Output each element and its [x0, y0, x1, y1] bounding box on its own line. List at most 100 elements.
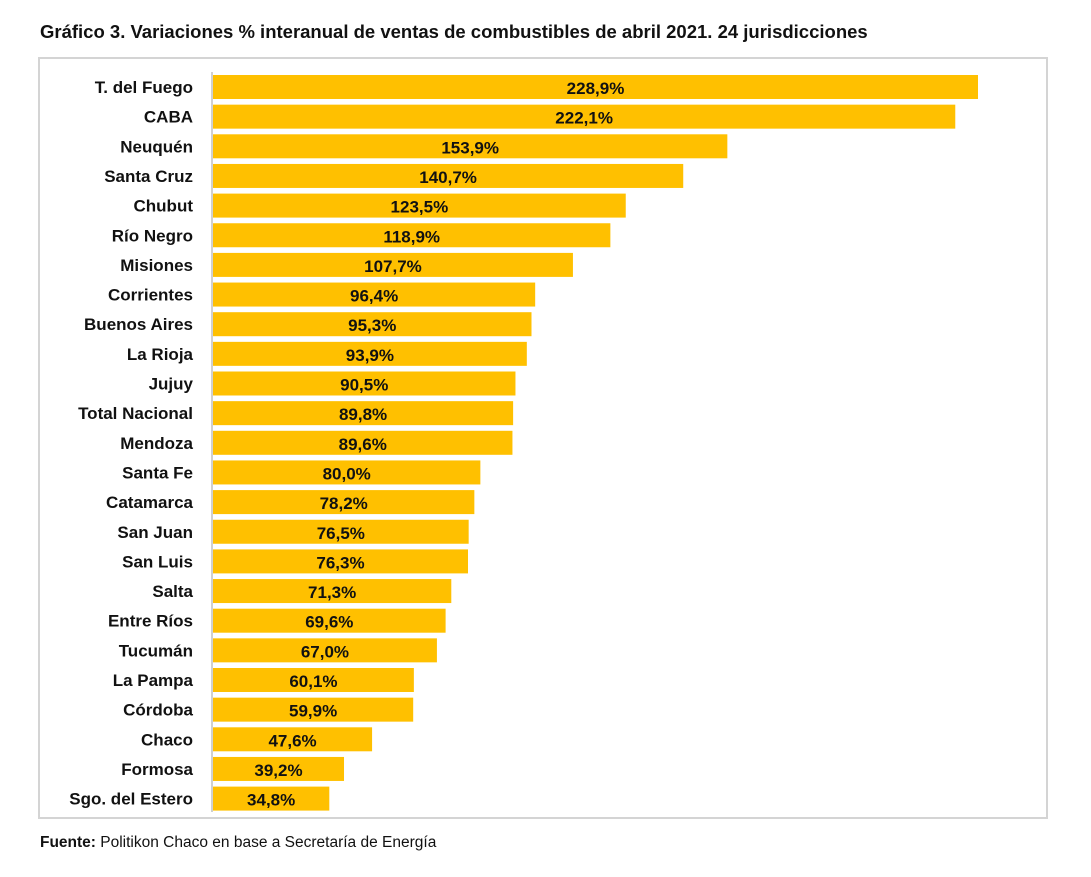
category-label: Santa Cruz [104, 167, 193, 186]
data-label: 153,9% [441, 138, 499, 157]
data-label: 80,0% [323, 464, 371, 483]
category-label: Córdoba [123, 701, 193, 720]
data-label: 140,7% [419, 168, 477, 187]
bar-group: Corrientes 96,4% [108, 282, 536, 307]
data-label: 78,2% [320, 494, 368, 513]
category-label: Buenos Aires [84, 315, 193, 334]
bar [213, 519, 469, 544]
data-label: 96,4% [350, 287, 398, 306]
bar [213, 341, 527, 366]
category-label: Formosa [121, 760, 193, 779]
data-label: 90,5% [340, 376, 388, 395]
bar [213, 193, 626, 218]
category-label: San Juan [117, 523, 193, 542]
data-label: 93,9% [346, 346, 394, 365]
bar-group: Jujuy 90,5% [149, 371, 516, 396]
data-label: 60,1% [289, 672, 337, 691]
bar [213, 134, 728, 159]
bar-group: La Rioja 93,9% [127, 341, 527, 366]
bar-group: Santa Fe 80,0% [122, 460, 481, 485]
bar-group: Entre Ríos 69,6% [108, 608, 446, 633]
bar [213, 697, 414, 722]
data-label: 123,5% [391, 198, 449, 217]
data-label: 76,5% [317, 524, 365, 543]
category-label: Misiones [120, 256, 193, 275]
category-label: Río Negro [112, 226, 193, 245]
category-label: Mendoza [120, 434, 193, 453]
source-label: Fuente: [40, 834, 96, 851]
bar-group: Neuquén 153,9% [120, 134, 728, 159]
bar-group: CABA 222,1% [144, 104, 956, 129]
bar-group: Misiones 107,7% [120, 252, 573, 277]
bar-group: San Luis 76,3% [122, 549, 468, 574]
bar [213, 638, 437, 663]
category-label: Entre Ríos [108, 612, 193, 631]
bar-group: Buenos Aires 95,3% [84, 312, 532, 337]
bar [213, 668, 414, 692]
bar [213, 163, 684, 188]
source-text: Politikon Chaco en base a Secretaría de … [95, 834, 437, 851]
data-label: 59,9% [289, 702, 337, 721]
category-label: Santa Fe [122, 463, 193, 482]
data-label: 222,1% [555, 109, 613, 128]
bar [213, 75, 978, 99]
category-label: San Luis [122, 552, 193, 571]
bar-group: Salta 71,3% [152, 579, 452, 604]
bar [213, 104, 956, 129]
data-label: 39,2% [254, 761, 302, 780]
data-label: 47,6% [268, 731, 316, 750]
bar [213, 490, 475, 515]
bar-group: Río Negro 118,9% [112, 223, 611, 248]
data-label: 118,9% [383, 227, 440, 246]
bar [213, 756, 345, 781]
data-label: 69,6% [305, 613, 353, 632]
category-label: Sgo. del Estero [69, 790, 193, 809]
bar-group: San Juan 76,5% [117, 519, 469, 544]
bar [213, 727, 373, 752]
bar [213, 312, 532, 337]
bar-group: Total Nacional 89,8% [78, 401, 514, 426]
data-label: 34,8% [247, 791, 295, 810]
bar-group: Chubut 123,5% [134, 193, 626, 218]
bar [213, 282, 536, 307]
source-note: Fuente: Politikon Chaco en base a Secret… [40, 834, 436, 852]
bar-group: Córdoba 59,9% [123, 697, 414, 722]
chart-title: Gráfico 3. Variaciones % interanual de v… [40, 21, 868, 42]
bar [213, 401, 514, 426]
category-label: Chubut [134, 197, 194, 216]
category-label: Salta [152, 582, 193, 601]
bar [213, 579, 452, 604]
category-label: Neuquén [120, 137, 193, 156]
chart-frame [38, 57, 1048, 819]
bar [213, 460, 481, 485]
data-label: 76,3% [316, 553, 364, 572]
data-label: 95,3% [348, 316, 396, 335]
category-label: T. del Fuego [95, 78, 193, 97]
category-label: Chaco [141, 730, 193, 749]
bar [213, 371, 516, 396]
data-label: 107,7% [364, 257, 422, 276]
data-label: 71,3% [308, 583, 356, 602]
category-label: Catamarca [106, 493, 193, 512]
bar [213, 430, 513, 455]
data-label: 89,6% [339, 435, 387, 454]
bar [213, 252, 573, 277]
bar-group: Chaco 47,6% [141, 727, 373, 752]
category-label: La Pampa [113, 671, 194, 690]
bar [213, 608, 446, 633]
bar-group: Catamarca 78,2% [106, 490, 475, 515]
category-label: Jujuy [149, 375, 194, 394]
bar-group: T. del Fuego 228,9% [95, 75, 978, 99]
bar-group: Tucumán 67,0% [119, 638, 437, 663]
data-label: 67,0% [301, 642, 349, 661]
category-label: CABA [144, 108, 193, 127]
bar [213, 549, 468, 574]
category-label: Corrientes [108, 286, 193, 305]
bar-group: Mendoza 89,6% [120, 430, 513, 455]
data-label: 228,9% [567, 79, 625, 98]
bar-group: La Pampa 60,1% [113, 668, 414, 692]
category-label: Total Nacional [78, 404, 193, 423]
bar [213, 223, 611, 248]
data-label: 89,8% [339, 405, 387, 424]
